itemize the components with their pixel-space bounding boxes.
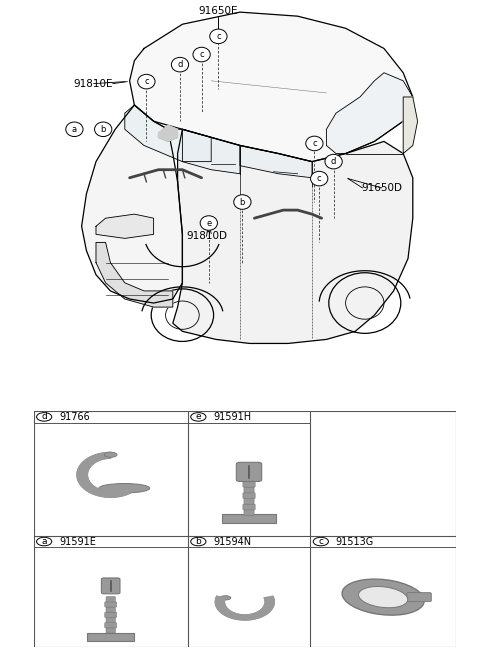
Text: d: d — [41, 413, 47, 421]
Text: d: d — [331, 157, 336, 166]
Text: 91650D: 91650D — [361, 183, 402, 193]
Ellipse shape — [99, 484, 150, 493]
Text: c: c — [144, 77, 149, 86]
Polygon shape — [130, 12, 413, 162]
Text: 91810D: 91810D — [186, 231, 227, 241]
Circle shape — [171, 57, 189, 72]
Polygon shape — [215, 596, 275, 620]
Polygon shape — [158, 125, 178, 141]
Polygon shape — [326, 73, 413, 154]
FancyBboxPatch shape — [243, 504, 255, 510]
FancyBboxPatch shape — [222, 514, 276, 524]
FancyBboxPatch shape — [105, 612, 117, 618]
Polygon shape — [240, 145, 312, 178]
Text: c: c — [199, 50, 204, 59]
Text: 91513G: 91513G — [336, 537, 374, 547]
Ellipse shape — [359, 587, 408, 608]
Circle shape — [36, 537, 52, 546]
FancyBboxPatch shape — [106, 628, 115, 633]
Polygon shape — [96, 214, 154, 238]
FancyBboxPatch shape — [106, 618, 115, 623]
FancyBboxPatch shape — [243, 482, 255, 487]
Text: e: e — [195, 413, 201, 421]
Text: c: c — [312, 139, 317, 148]
FancyBboxPatch shape — [407, 593, 432, 602]
Circle shape — [234, 194, 251, 210]
Ellipse shape — [220, 596, 231, 600]
Text: c: c — [317, 174, 322, 183]
Polygon shape — [173, 129, 413, 344]
Ellipse shape — [342, 579, 424, 615]
Text: d: d — [177, 60, 183, 69]
Polygon shape — [82, 105, 182, 303]
FancyBboxPatch shape — [236, 463, 262, 482]
Text: b: b — [195, 537, 201, 546]
Circle shape — [191, 537, 206, 546]
Text: a: a — [72, 125, 77, 134]
Circle shape — [306, 136, 323, 150]
Circle shape — [193, 47, 210, 62]
Circle shape — [36, 413, 52, 421]
Text: 91766: 91766 — [59, 412, 90, 422]
Circle shape — [95, 122, 112, 137]
Polygon shape — [182, 129, 240, 173]
Circle shape — [191, 413, 206, 421]
FancyBboxPatch shape — [105, 602, 117, 607]
FancyBboxPatch shape — [101, 578, 120, 594]
FancyBboxPatch shape — [105, 623, 117, 628]
FancyBboxPatch shape — [244, 510, 254, 516]
Text: 91650E: 91650E — [199, 7, 238, 16]
Circle shape — [313, 537, 328, 546]
Text: e: e — [206, 219, 211, 227]
FancyBboxPatch shape — [106, 607, 115, 612]
FancyBboxPatch shape — [87, 633, 134, 641]
Polygon shape — [125, 105, 211, 162]
FancyBboxPatch shape — [106, 597, 115, 602]
Text: 91594N: 91594N — [213, 537, 251, 547]
Text: b: b — [100, 125, 106, 134]
Polygon shape — [96, 242, 173, 307]
Text: a: a — [41, 537, 47, 546]
Text: c: c — [216, 32, 221, 41]
Ellipse shape — [104, 452, 117, 457]
Circle shape — [210, 29, 227, 43]
Text: 91591H: 91591H — [213, 412, 251, 422]
Text: c: c — [318, 537, 324, 546]
Circle shape — [200, 215, 217, 231]
Text: 91591E: 91591E — [59, 537, 96, 547]
Polygon shape — [77, 453, 131, 497]
Circle shape — [66, 122, 83, 137]
FancyBboxPatch shape — [244, 487, 254, 493]
FancyBboxPatch shape — [244, 499, 254, 504]
Polygon shape — [403, 97, 418, 154]
Circle shape — [311, 171, 328, 186]
Circle shape — [325, 154, 342, 169]
Text: b: b — [240, 198, 245, 206]
Circle shape — [138, 74, 155, 89]
FancyBboxPatch shape — [243, 493, 255, 499]
Text: 91810E: 91810E — [74, 79, 113, 89]
